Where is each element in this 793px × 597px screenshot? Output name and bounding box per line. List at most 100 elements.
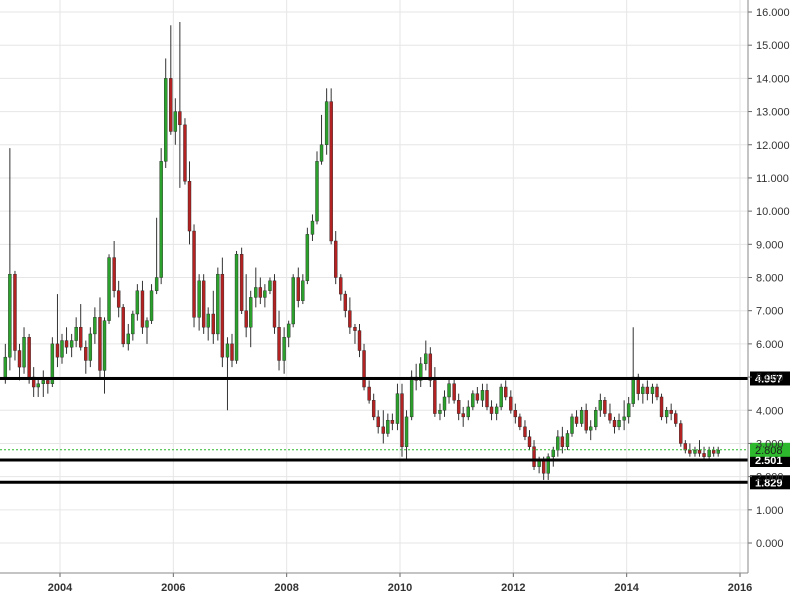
candle [201,274,206,334]
candle [669,403,673,421]
candle [518,413,522,431]
candle [220,257,225,368]
candle [400,383,404,457]
candle-body [504,386,508,398]
candle-body [296,277,300,301]
candle-body [145,320,149,328]
candle [428,347,433,388]
candle-body [46,380,50,384]
candle [169,25,173,135]
candle [319,114,324,165]
candle [711,446,716,457]
candle [258,277,263,305]
candle [197,274,201,331]
candle-body [197,280,201,318]
candle-body [187,181,192,232]
candle [447,377,451,404]
candle-body [574,416,579,424]
candle [84,340,88,374]
candle-body [64,340,69,348]
candle-body [617,420,621,428]
candle [683,440,688,454]
candle-body [485,390,489,408]
candle [131,310,135,341]
candle [664,406,669,424]
candle [74,317,78,348]
y-tick-label: 0.000 [756,538,784,550]
candle-body [27,337,31,378]
candle-body [93,317,97,335]
candle-body [324,101,329,145]
candle-body [69,340,74,348]
y-tick-label: 1.000 [756,505,784,517]
candle [296,267,300,308]
candle [88,327,93,368]
candle-body [254,287,258,298]
candle [598,393,603,417]
candle [381,410,385,444]
candle [230,333,234,368]
candle [499,383,503,411]
candle [310,214,315,241]
candle-body [655,386,659,398]
candle-body [523,426,527,438]
candle [268,277,272,295]
candle [159,148,163,285]
y-tick-label: 7.000 [756,306,784,318]
candle [655,383,659,401]
candle-body [546,456,550,474]
candle [343,290,348,318]
candle-body [140,290,145,328]
candle-body [78,327,83,348]
candle-body [622,416,626,421]
candle [603,396,607,417]
candle-body [603,400,607,414]
candle-body [107,257,111,321]
candle [371,393,376,421]
candle [17,343,22,381]
level-label-box [750,371,790,386]
candle-body [716,449,720,454]
candle-body [248,297,253,328]
candle [523,420,527,441]
candle [471,390,475,411]
candle [239,247,244,315]
candle [121,304,125,348]
support-resistance-lines: 4.957 2.501 1.829 2.808 [0,371,790,490]
y-tick-label: 13.000 [756,107,790,119]
candle [116,280,121,318]
candle-body [456,400,461,414]
candle-body [173,111,178,132]
candle [452,377,456,404]
candle-body [489,406,494,414]
candle [546,453,550,480]
candle [225,337,230,411]
x-tick-label: 2006 [161,582,185,594]
candle [480,383,485,407]
y-tick-label: 16.000 [756,7,790,19]
candle [556,430,560,457]
candle-body [343,293,348,311]
candle-body [693,449,697,454]
candle-body [395,393,400,424]
candle [78,304,83,351]
candle [485,383,489,411]
candle [353,323,357,344]
candle-body [201,280,206,328]
candle-body [471,393,475,408]
candle-body [305,234,310,282]
candle [390,413,395,431]
candle [574,410,579,427]
candle-body [339,277,343,295]
candle [112,240,116,298]
candle-body [277,327,281,361]
candle [31,367,36,397]
y-tick-label: 11.000 [756,173,789,185]
candle [674,410,678,427]
candle [192,224,196,328]
candle-body [17,350,22,368]
candle [527,430,532,451]
candle-body [13,273,17,351]
